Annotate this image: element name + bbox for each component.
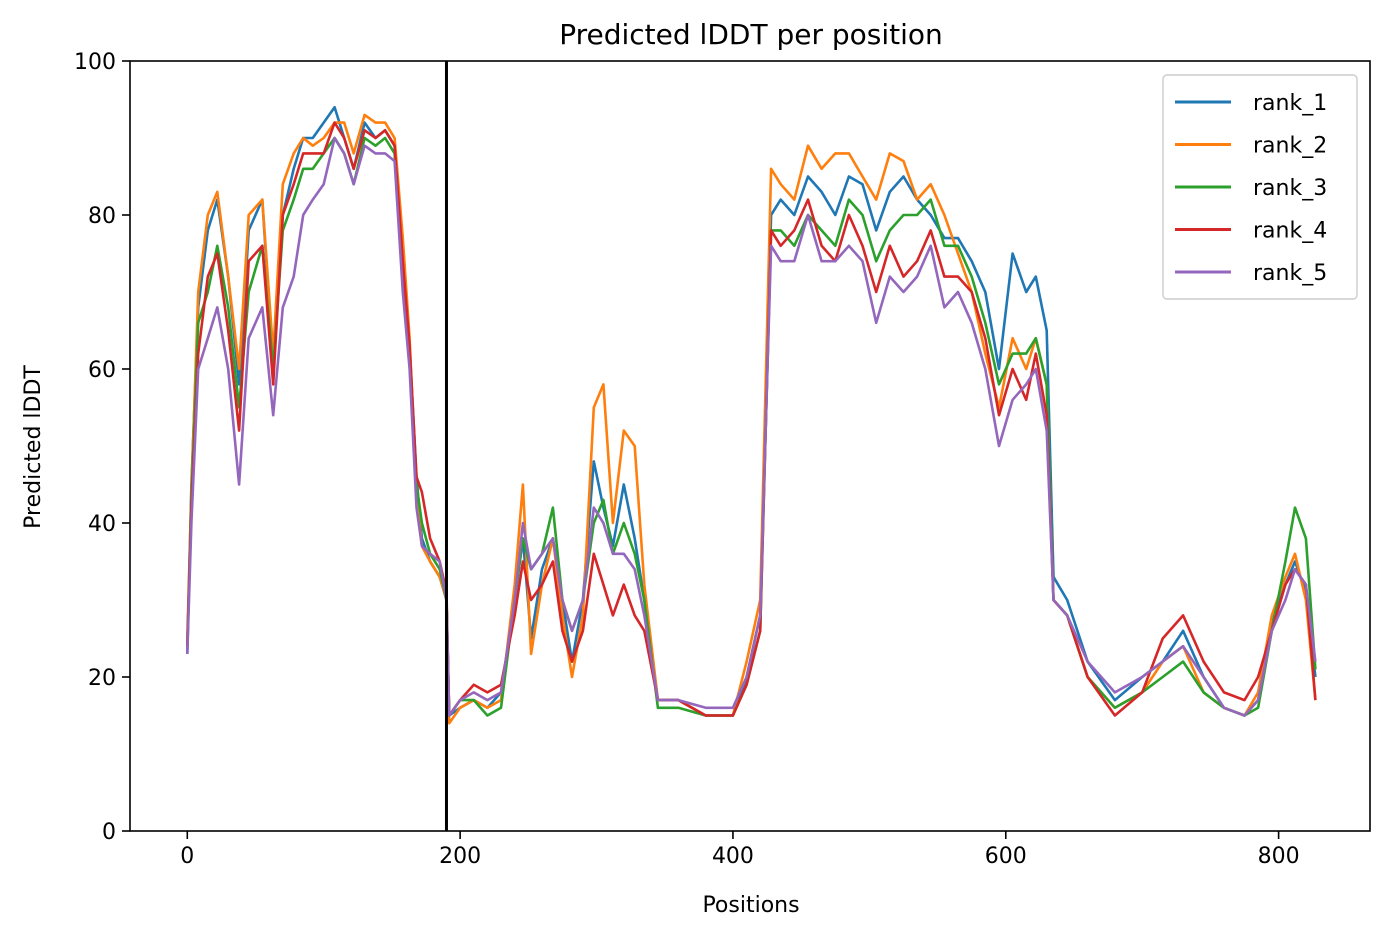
series-line-rank_5 [186, 136, 1317, 717]
y-tick-label-100: 100 [74, 50, 116, 75]
y-tick-label-40: 40 [88, 512, 116, 537]
series-line-rank_2 [186, 113, 1317, 725]
x-tick-label-800: 800 [1258, 844, 1300, 869]
legend-box [1162, 74, 1358, 300]
y-tick-label-80: 80 [88, 204, 116, 229]
series-line-rank_4 [186, 121, 1317, 717]
legend-label-rank_4: rank_4 [1253, 219, 1327, 244]
x-tick-label-400: 400 [712, 844, 754, 869]
y-tick-label-20: 20 [88, 666, 116, 691]
series-line-rank_1 [186, 105, 1317, 717]
legend-label-rank_1: rank_1 [1253, 91, 1327, 116]
x-tick-label-200: 200 [439, 844, 481, 869]
x-axis-label: Positions [702, 893, 799, 918]
legend-label-rank_3: rank_3 [1253, 176, 1327, 201]
chart-title: Predicted lDDT per position [559, 18, 943, 51]
y-tick-label-0: 0 [102, 820, 116, 845]
x-tick-label-600: 600 [985, 844, 1027, 869]
series-line-rank_3 [186, 136, 1317, 717]
y-axis-label: Predicted lDDT [21, 365, 46, 529]
legend-label-rank_2: rank_2 [1253, 134, 1327, 159]
y-tick-label-60: 60 [88, 358, 116, 383]
x-tick-label-0: 0 [180, 844, 194, 869]
plot-frame [129, 60, 1371, 832]
legend-label-rank_5: rank_5 [1253, 261, 1327, 286]
